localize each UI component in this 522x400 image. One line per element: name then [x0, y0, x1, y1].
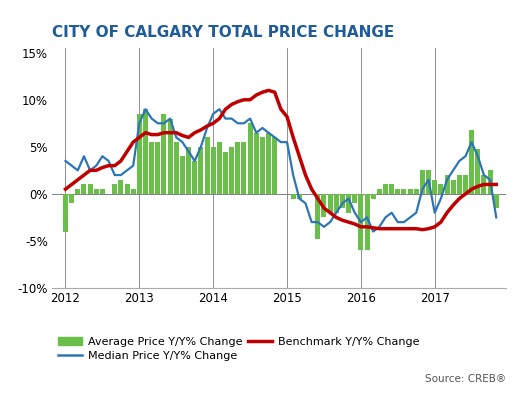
Bar: [192, 161, 197, 194]
Bar: [450, 180, 456, 194]
Bar: [481, 175, 487, 194]
Bar: [81, 184, 87, 194]
Bar: [143, 109, 148, 194]
Legend: Average Price Y/Y% Change, Median Price Y/Y% Change, Benchmark Y/Y% Change: Average Price Y/Y% Change, Median Price …: [58, 337, 419, 361]
Bar: [100, 189, 105, 194]
Bar: [155, 142, 160, 194]
Bar: [328, 194, 333, 213]
Bar: [198, 147, 204, 194]
Bar: [383, 184, 388, 194]
Bar: [389, 184, 394, 194]
Bar: [229, 147, 234, 194]
Bar: [445, 175, 449, 194]
Bar: [242, 142, 246, 194]
Bar: [322, 194, 326, 218]
Bar: [149, 142, 154, 194]
Bar: [174, 142, 179, 194]
Bar: [432, 180, 437, 194]
Bar: [401, 189, 407, 194]
Bar: [223, 152, 228, 194]
Bar: [75, 189, 80, 194]
Bar: [488, 170, 493, 194]
Bar: [494, 194, 499, 208]
Bar: [364, 194, 370, 250]
Bar: [118, 180, 123, 194]
Bar: [346, 194, 351, 213]
Bar: [475, 149, 480, 194]
Bar: [69, 194, 74, 203]
Bar: [217, 142, 222, 194]
Bar: [247, 123, 253, 194]
Bar: [205, 138, 209, 194]
Bar: [371, 194, 376, 198]
Bar: [297, 194, 302, 198]
Text: CITY OF CALGARY TOTAL PRICE CHANGE: CITY OF CALGARY TOTAL PRICE CHANGE: [52, 25, 395, 40]
Bar: [352, 194, 357, 203]
Text: Source: CREB®: Source: CREB®: [425, 374, 506, 384]
Bar: [408, 189, 412, 194]
Bar: [315, 194, 321, 239]
Bar: [395, 189, 400, 194]
Bar: [340, 194, 345, 208]
Bar: [426, 170, 431, 194]
Bar: [125, 184, 129, 194]
Bar: [112, 184, 117, 194]
Bar: [137, 114, 142, 194]
Bar: [420, 170, 425, 194]
Bar: [334, 194, 339, 213]
Bar: [359, 194, 363, 250]
Bar: [377, 189, 382, 194]
Bar: [211, 147, 216, 194]
Bar: [63, 194, 68, 232]
Bar: [94, 189, 99, 194]
Bar: [180, 156, 185, 194]
Bar: [272, 138, 277, 194]
Bar: [414, 189, 419, 194]
Bar: [254, 133, 259, 194]
Bar: [88, 184, 92, 194]
Bar: [457, 175, 462, 194]
Bar: [463, 175, 468, 194]
Bar: [168, 118, 173, 194]
Bar: [235, 142, 240, 194]
Bar: [130, 189, 136, 194]
Bar: [161, 114, 167, 194]
Bar: [438, 184, 443, 194]
Bar: [260, 138, 265, 194]
Bar: [469, 130, 474, 194]
Bar: [291, 194, 295, 198]
Bar: [186, 147, 191, 194]
Bar: [266, 133, 271, 194]
